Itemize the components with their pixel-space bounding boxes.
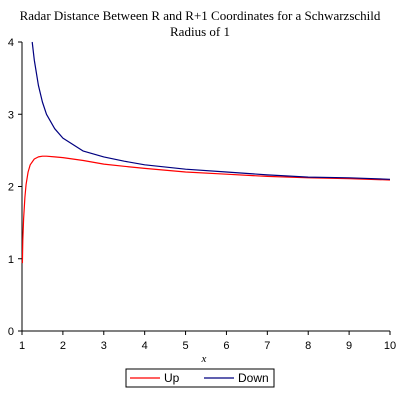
y-tick-label: 0 xyxy=(8,326,14,338)
x-tick-label: 10 xyxy=(384,340,396,352)
x-tick-label: 9 xyxy=(346,340,352,352)
x-tick-label: 8 xyxy=(305,340,311,352)
legend: Up Down xyxy=(125,368,275,388)
x-tick-label: 2 xyxy=(60,340,66,352)
series-line-down xyxy=(31,41,391,180)
x-tick-label: 1 xyxy=(19,340,25,352)
x-axis-label: x xyxy=(201,353,207,365)
x-tick-label: 6 xyxy=(223,340,229,352)
series-layer xyxy=(21,41,391,264)
x-tick-label: 5 xyxy=(182,340,188,352)
x-tick-label: 7 xyxy=(264,340,270,352)
y-tick-label: 2 xyxy=(8,182,14,194)
legend-label-down: Down xyxy=(238,371,269,385)
chart-title-line-2: Radius of 1 xyxy=(170,24,230,39)
x-tick-label: 3 xyxy=(101,340,107,352)
chart-title-line-1: Radar Distance Between R and R+1 Coordin… xyxy=(20,8,381,23)
x-tick-label: 4 xyxy=(142,340,148,352)
y-tick-label: 4 xyxy=(8,37,14,49)
y-tick-label: 1 xyxy=(8,254,14,266)
series-line-up xyxy=(21,155,391,264)
y-tick-label: 3 xyxy=(8,109,14,121)
legend-box xyxy=(125,368,275,388)
legend-label-up: Up xyxy=(164,371,180,385)
